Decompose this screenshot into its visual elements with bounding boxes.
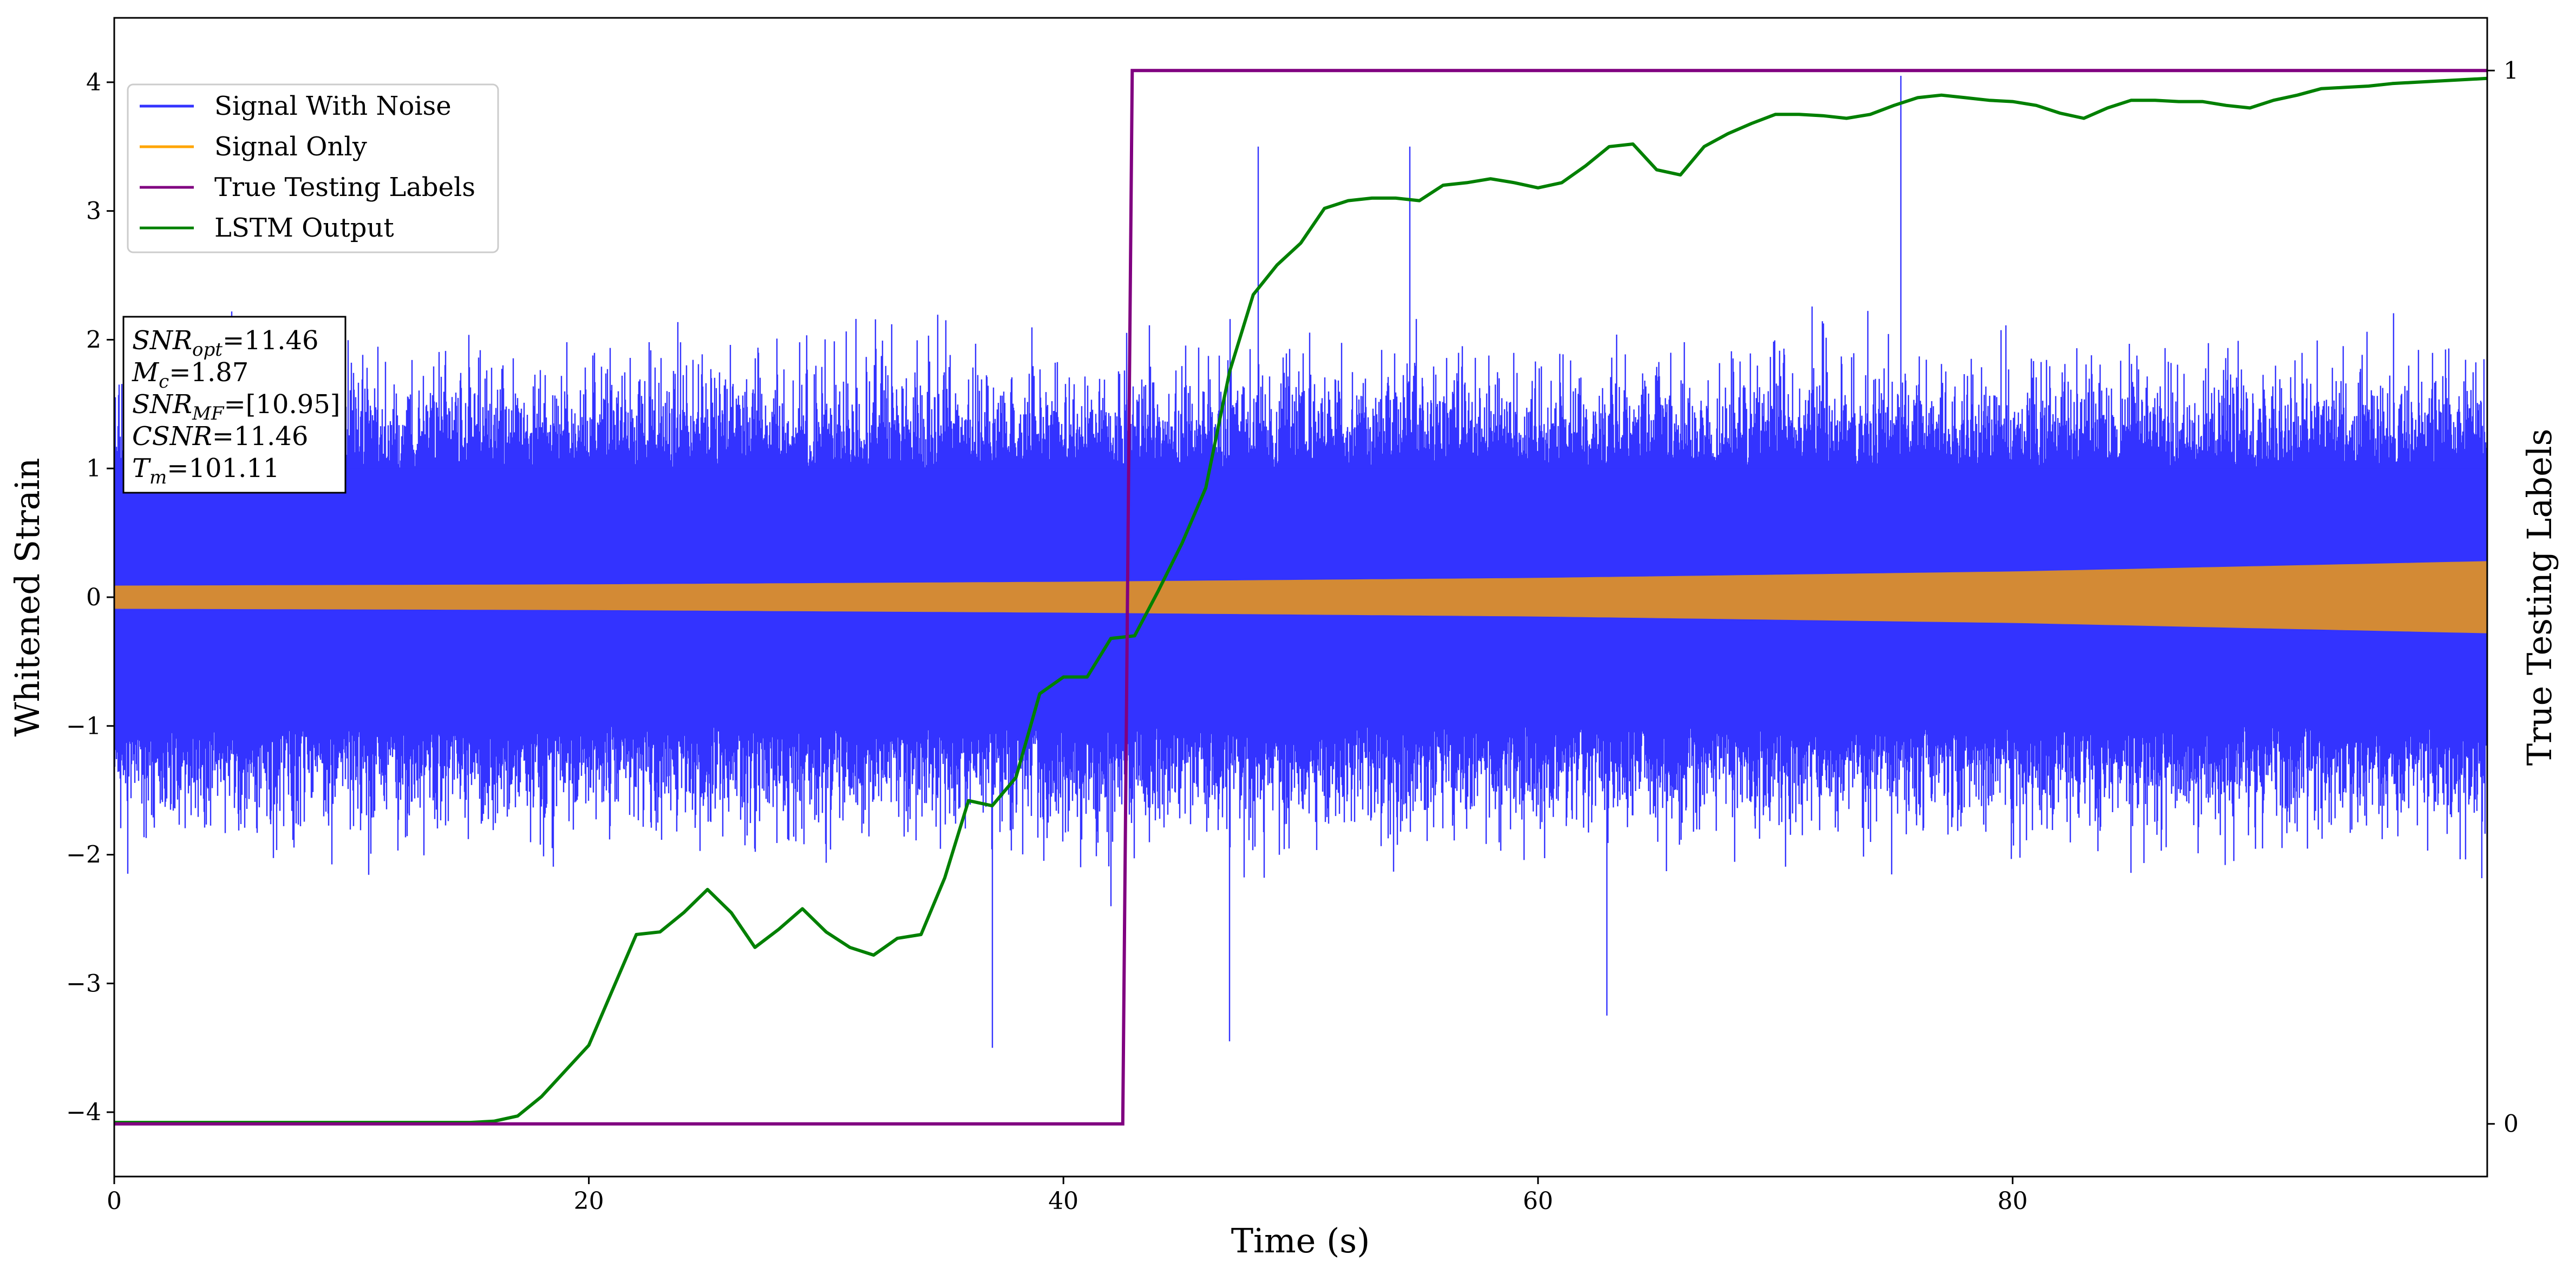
y-axis-left: −4 −3 −2 −1 0 1 2 3 4 <box>66 69 114 1126</box>
y2-tick-label: 1 <box>2503 57 2519 84</box>
y-tick-label: 4 <box>86 69 101 96</box>
legend-label-labels: True Testing Labels <box>214 172 475 202</box>
legend-label-signal: Signal Only <box>214 132 367 162</box>
info-box <box>122 316 346 494</box>
signal-only-envelope <box>114 561 2487 633</box>
info-line-mc: Mc=1.87 <box>132 357 249 393</box>
x-axis-label: Time (s) <box>1231 1221 1370 1260</box>
y-tick-label: −1 <box>66 713 101 740</box>
info-line-csnr: CSNR=11.46 <box>132 421 308 452</box>
y2-axis-label: True Testing Labels <box>2520 429 2559 766</box>
y2-tick-label: 0 <box>2503 1110 2519 1138</box>
info-line-tm: Tm=101.11 <box>132 453 279 488</box>
legend-label-lstm: LSTM Output <box>214 213 394 243</box>
x-tick-label: 60 <box>1523 1187 1553 1215</box>
y-tick-label: 3 <box>86 198 101 225</box>
x-axis: 0 20 40 60 80 <box>107 1177 2028 1215</box>
y-axis-label: Whitened Strain <box>8 458 47 737</box>
info-line-snr-opt: SNRopt=11.46 <box>132 325 319 361</box>
legend-label-noise: Signal With Noise <box>214 91 452 121</box>
info-line-snr-mf: SNRMF=[10.95] <box>132 389 341 424</box>
x-tick-label: 0 <box>107 1187 122 1215</box>
true-testing-labels-line <box>114 69 2487 1126</box>
y-tick-label: 2 <box>86 326 101 354</box>
x-tick-label: 20 <box>574 1187 604 1215</box>
y-tick-label: −4 <box>66 1099 101 1126</box>
legend: Signal With Noise Signal Only True Testi… <box>127 83 499 253</box>
x-tick-label: 40 <box>1048 1187 1078 1215</box>
y-tick-label: −3 <box>66 970 101 997</box>
y-tick-label: 0 <box>86 584 101 611</box>
series-layer <box>114 69 2487 1126</box>
legend-box <box>127 83 499 253</box>
info-annotation: SNRopt=11.46 Mc=1.87 SNRMF=[10.95] CSNR=… <box>122 316 346 494</box>
lstm-output-line <box>114 76 2487 1125</box>
x-tick-label: 80 <box>1997 1187 2028 1215</box>
y-tick-label: −2 <box>66 841 101 869</box>
y-axis-right: 01 <box>2487 57 2519 1138</box>
y-tick-label: 1 <box>86 455 101 482</box>
